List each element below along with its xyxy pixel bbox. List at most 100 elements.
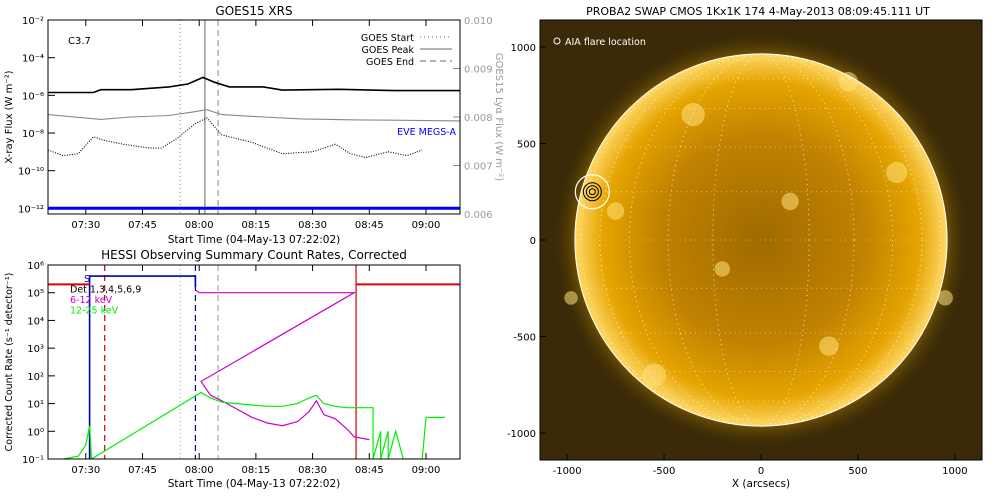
swap-y-tick-label: -1000 xyxy=(507,429,536,440)
swap-xlabel: X (arcsecs) xyxy=(732,478,790,490)
goes-y-tick-label: 10⁻² xyxy=(22,16,44,27)
goes-plot-area xyxy=(48,20,460,214)
goes-series-lyman xyxy=(48,109,460,122)
hessi-y-tick-label: 10³ xyxy=(27,344,44,355)
swap-x-tick-label: 500 xyxy=(848,466,867,477)
swap-y-tick-label: 0 xyxy=(530,236,536,247)
goes-y-tick-label: 10⁻¹⁰ xyxy=(18,167,44,178)
swap-annotation: AIA flare location xyxy=(565,37,646,48)
goes-y2-tick-label: 0.006 xyxy=(464,210,493,221)
goes-y2-tick-label: 0.009 xyxy=(464,65,493,76)
swap-active-region xyxy=(606,202,625,220)
hessi-axis-ticks: 07:30 07:45 08:00 08:15 08:30 08:45 09:00 10⁶ 10… xyxy=(22,261,440,476)
goes-y-tick-label: 10⁻⁸ xyxy=(22,129,44,140)
goes-y2label: GOES15 Lyα Flux (W m⁻²) xyxy=(493,53,504,181)
hessi-y-tick-label: 10⁶ xyxy=(27,261,44,272)
swap-active-region xyxy=(681,102,705,127)
swap-x-tick-label: 1000 xyxy=(942,466,967,477)
goes-legend-label: GOES End xyxy=(366,57,414,68)
hessi-legend-label: 12-25 keV xyxy=(70,306,119,317)
swap-longitude-line xyxy=(580,53,942,427)
goes-x-tick-label: 08:30 xyxy=(298,220,327,231)
hessi-legend-label: Det 1,3,4,5,6,9 xyxy=(70,285,141,296)
hessi-x-tick-label: 08:15 xyxy=(241,465,270,476)
goes-y2-tick-label: 0.008 xyxy=(464,113,493,124)
swap-active-region xyxy=(838,72,858,92)
goes-class-label: C3.7 xyxy=(68,36,91,47)
swap-x-tick-label: 0 xyxy=(758,466,764,477)
hessi-frame xyxy=(47,264,461,460)
goes-legend-label: GOES Peak xyxy=(362,45,415,56)
goes-title: GOES15 XRS xyxy=(215,4,292,18)
goes-y-tick-label: 10⁻¹² xyxy=(18,204,44,215)
swap-active-region xyxy=(714,261,730,277)
swap-active-region xyxy=(937,290,953,306)
hessi-y-tick-label: 10² xyxy=(27,372,44,383)
hessi-x-tick-label: 08:45 xyxy=(355,465,384,476)
swap-panel: PROBA2 SWAP CMOS 1Kx1K 174 4-May-2013 08… xyxy=(507,5,983,490)
swap-y-tick-label: 1000 xyxy=(511,43,536,54)
hessi-y-tick-label: 10¹ xyxy=(27,400,44,411)
goes-frame xyxy=(47,19,461,215)
goes-y2-tick-label: 0.007 xyxy=(464,162,493,173)
swap-active-region xyxy=(642,363,667,387)
goes-x-tick-label: 07:30 xyxy=(71,220,100,231)
goes-y-tick-label: 10⁻⁶ xyxy=(22,91,44,102)
hessi-y-tick-label: 10⁻¹ xyxy=(22,455,44,466)
goes-xlabel: Start Time (04-May-13 07:22:02) xyxy=(168,234,341,246)
hessi-legend-label: 6-12 keV xyxy=(70,295,113,306)
hessi-x-tick-label: 07:30 xyxy=(71,465,100,476)
hessi-x-tick-label: 09:00 xyxy=(412,465,441,476)
hessi-plot-area xyxy=(48,265,460,459)
hessi-y-tick-label: 10⁴ xyxy=(27,316,44,327)
goes-ylabel: X-ray Flux (W m⁻²) xyxy=(4,70,15,163)
swap-sun-image xyxy=(552,31,970,449)
goes-axis-ticks: 07:30 07:45 08:00 08:15 08:30 08:45 09:00 10⁻² 1… xyxy=(18,16,493,231)
goes-series-long xyxy=(48,76,460,94)
swap-x-tick-label: -1000 xyxy=(553,466,582,477)
swap-axis-ticks: -1000 -500 0 500 1000 1000 500 0 -500 -1000 xyxy=(507,43,968,477)
swap-longitude-line xyxy=(667,53,855,427)
swap-annotation-marker xyxy=(553,37,561,45)
goes-y2-tick-label: 0.010 xyxy=(464,16,493,27)
swap-flare-circle xyxy=(574,174,610,210)
swap-active-region xyxy=(781,192,799,211)
swap-solar-disk xyxy=(574,53,948,427)
swap-active-region xyxy=(564,291,578,305)
goes-panel: GOES15 XRS C3.7 Start Time (04-May-13 07… xyxy=(4,4,504,246)
hessi-title: HESSI Observing Summary Count Rates, Cor… xyxy=(101,248,407,262)
goes-x-tick-label: 08:45 xyxy=(355,220,384,231)
hessi-x-tick-label: 08:30 xyxy=(298,465,327,476)
goes-x-tick-label: 08:00 xyxy=(185,220,214,231)
goes-y-tick-label: 10⁻⁴ xyxy=(22,54,44,65)
hessi-panel: HESSI Observing Summary Count Rates, Cor… xyxy=(4,248,461,490)
hessi-series-6-12-kev xyxy=(195,289,370,441)
swap-active-region xyxy=(819,336,839,356)
goes-series-short xyxy=(48,117,423,159)
hessi-legend-label: S xyxy=(84,274,90,285)
hessi-x-tick-label: 07:45 xyxy=(128,465,157,476)
swap-title: PROBA2 SWAP CMOS 1Kx1K 174 4-May-2013 08… xyxy=(586,5,930,18)
hessi-ylabel: Corrected Count Rate (s⁻¹ detector⁻¹) xyxy=(4,273,15,452)
hessi-x-tick-label: 08:00 xyxy=(185,465,214,476)
swap-longitude-line xyxy=(629,53,893,427)
hessi-y-tick-label: 10⁰ xyxy=(27,427,44,438)
swap-x-tick-label: -500 xyxy=(653,466,676,477)
hessi-series-12-25-kev xyxy=(62,391,445,459)
swap-flare-contour xyxy=(585,185,599,199)
goes-x-tick-label: 07:45 xyxy=(128,220,157,231)
swap-flare-contour xyxy=(582,182,602,202)
swap-longitude-line xyxy=(599,53,923,427)
swap-y-tick-label: -500 xyxy=(513,332,536,343)
hessi-series-s xyxy=(88,275,197,459)
eve-label: EVE MEGS-A xyxy=(397,127,456,138)
goes-x-tick-label: 09:00 xyxy=(412,220,441,231)
swap-flare-contour xyxy=(588,188,596,196)
goes-legend-label: GOES Start xyxy=(361,33,414,44)
swap-active-region xyxy=(886,161,908,184)
hessi-y-tick-label: 10⁵ xyxy=(27,289,44,300)
goes-x-tick-label: 08:15 xyxy=(241,220,270,231)
